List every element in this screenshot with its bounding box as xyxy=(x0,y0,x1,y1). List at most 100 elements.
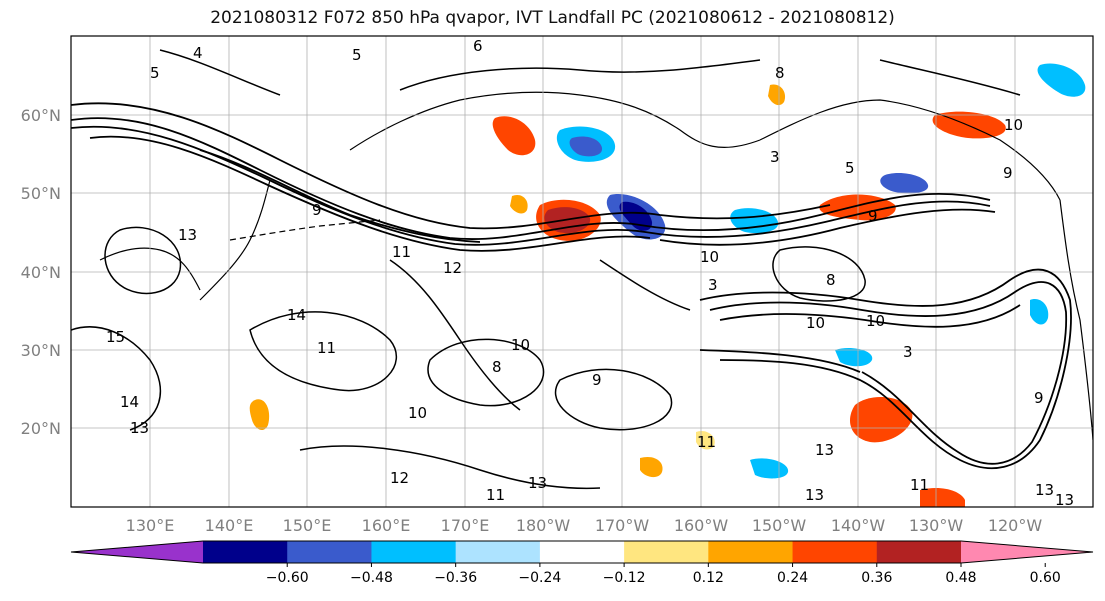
lon-label: 150°E xyxy=(283,516,332,535)
lon-label: 170°E xyxy=(441,516,490,535)
colorbar-segment xyxy=(792,541,878,563)
contour-line xyxy=(199,149,481,243)
anomaly-patch xyxy=(750,458,789,479)
contour-label: 9 xyxy=(1003,164,1013,182)
anomaly-patch xyxy=(510,194,528,214)
contour-label: 9 xyxy=(592,371,602,389)
contour-label: 9 xyxy=(312,201,322,219)
contour-label: 3 xyxy=(770,148,780,166)
anomaly-patch xyxy=(730,208,779,234)
contour-label: 11 xyxy=(392,243,411,261)
contour-line xyxy=(879,59,1021,96)
colorbar-tick-label: 0.36 xyxy=(861,570,892,586)
contour-label: 9 xyxy=(868,207,878,225)
coastline-path xyxy=(199,179,271,301)
lon-label: 140°E xyxy=(205,516,254,535)
lon-label: 160°E xyxy=(362,516,411,535)
contour-line xyxy=(159,49,281,96)
lon-label: 160°W xyxy=(674,516,729,535)
southern-contours xyxy=(699,268,1072,470)
colorbar-tick-label: 0.48 xyxy=(945,570,976,586)
anomaly-patch xyxy=(1030,299,1049,325)
contour-label: 11 xyxy=(486,486,505,504)
contour-line xyxy=(699,349,861,373)
contour-line xyxy=(399,59,761,91)
colorbar-tick-label: 0.24 xyxy=(777,570,808,586)
contour-label: 10 xyxy=(806,314,825,332)
coastline-path xyxy=(99,247,201,291)
colorbar-extend-high xyxy=(961,541,1093,563)
contour-line xyxy=(71,326,161,431)
contour-label: 8 xyxy=(826,271,836,289)
contour-line xyxy=(427,338,545,407)
coastline-path xyxy=(759,99,1061,201)
anomaly-patch xyxy=(768,84,786,106)
lat-label-30n: 30°N xyxy=(21,341,61,360)
contour-label: 14 xyxy=(287,306,306,324)
contour-label: 15 xyxy=(106,328,125,346)
coastline-path xyxy=(1059,199,1093,441)
colorbar-segment xyxy=(203,541,288,563)
lat-label-40n: 40°N xyxy=(21,263,61,282)
contour-label: 11 xyxy=(910,476,929,494)
lon-label: 150°W xyxy=(752,516,807,535)
colorbar-segment xyxy=(539,541,625,563)
anomaly-patch xyxy=(880,173,929,194)
contour-line xyxy=(299,445,601,490)
contour-label: 10 xyxy=(700,248,719,266)
contour-line xyxy=(71,102,831,230)
contour-label: 5 xyxy=(845,159,855,177)
contour-label: 13 xyxy=(130,419,149,437)
colorbar-tick-label: −0.12 xyxy=(603,570,646,586)
contour-label: 10 xyxy=(866,312,885,330)
lat-label-60n: 60°N xyxy=(21,106,61,125)
colorbar: −0.60 −0.48 −0.36 −0.24 −0.12 0.12 0.24 0.36 0.4… xyxy=(70,540,1094,586)
contour-line xyxy=(772,246,866,302)
colorbar-segment xyxy=(371,541,457,563)
colorbar-segment xyxy=(708,541,794,563)
contour-label: 10 xyxy=(511,336,530,354)
contour-label: 8 xyxy=(775,64,785,82)
contour-label: 3 xyxy=(708,276,718,294)
anomaly-patch xyxy=(835,348,873,367)
contour-line xyxy=(389,259,521,411)
contour-line xyxy=(699,268,1072,470)
lon-label: 120°W xyxy=(988,516,1043,535)
contour-line xyxy=(554,368,673,431)
contour-label: 13 xyxy=(1055,491,1074,509)
lon-label: 170°W xyxy=(595,516,650,535)
contour-line xyxy=(71,117,991,240)
colorbar-tick-label: 0.12 xyxy=(693,570,724,586)
contour-label: 9 xyxy=(1034,389,1044,407)
colorbar-segment xyxy=(287,541,372,563)
anomaly-patch xyxy=(1037,63,1086,97)
lat-label-50n: 50°N xyxy=(21,184,61,203)
anomaly-patch xyxy=(569,136,603,157)
anomaly-patch xyxy=(492,116,536,156)
contour-label: 5 xyxy=(150,64,160,82)
colorbar-segments xyxy=(70,540,1094,564)
contour-label: 5 xyxy=(352,46,362,64)
contour-label: 12 xyxy=(390,469,409,487)
anomaly-patch xyxy=(920,488,965,507)
colorbar-segment xyxy=(455,541,541,563)
anomaly-patch xyxy=(249,399,270,431)
anomaly-patch xyxy=(619,201,653,231)
contour-line xyxy=(89,135,651,252)
map-title: 2021080312 F072 850 hPa qvapor, IVT Land… xyxy=(210,8,895,28)
colorbar-segment xyxy=(876,541,962,563)
colorbar-tick-label: −0.24 xyxy=(518,570,561,586)
contour-label: 13 xyxy=(805,486,824,504)
contour-line xyxy=(104,226,182,295)
map-plot-area: 5 4 6 5 8 8 10 9 9 3 5 9 3 13 11 12 14 1… xyxy=(71,36,1093,509)
colorbar-extend-low xyxy=(71,541,203,563)
coastlines xyxy=(99,91,1093,441)
contour-label: 8 xyxy=(492,358,502,376)
contour-label: 13 xyxy=(815,441,834,459)
coastline-path xyxy=(229,219,381,241)
map-border xyxy=(70,35,1094,508)
map-frame-background xyxy=(71,36,1093,507)
gridlines xyxy=(71,36,1093,507)
contour-labels: 5 4 6 5 8 8 10 9 9 3 5 9 3 13 11 12 14 1… xyxy=(106,37,1074,509)
